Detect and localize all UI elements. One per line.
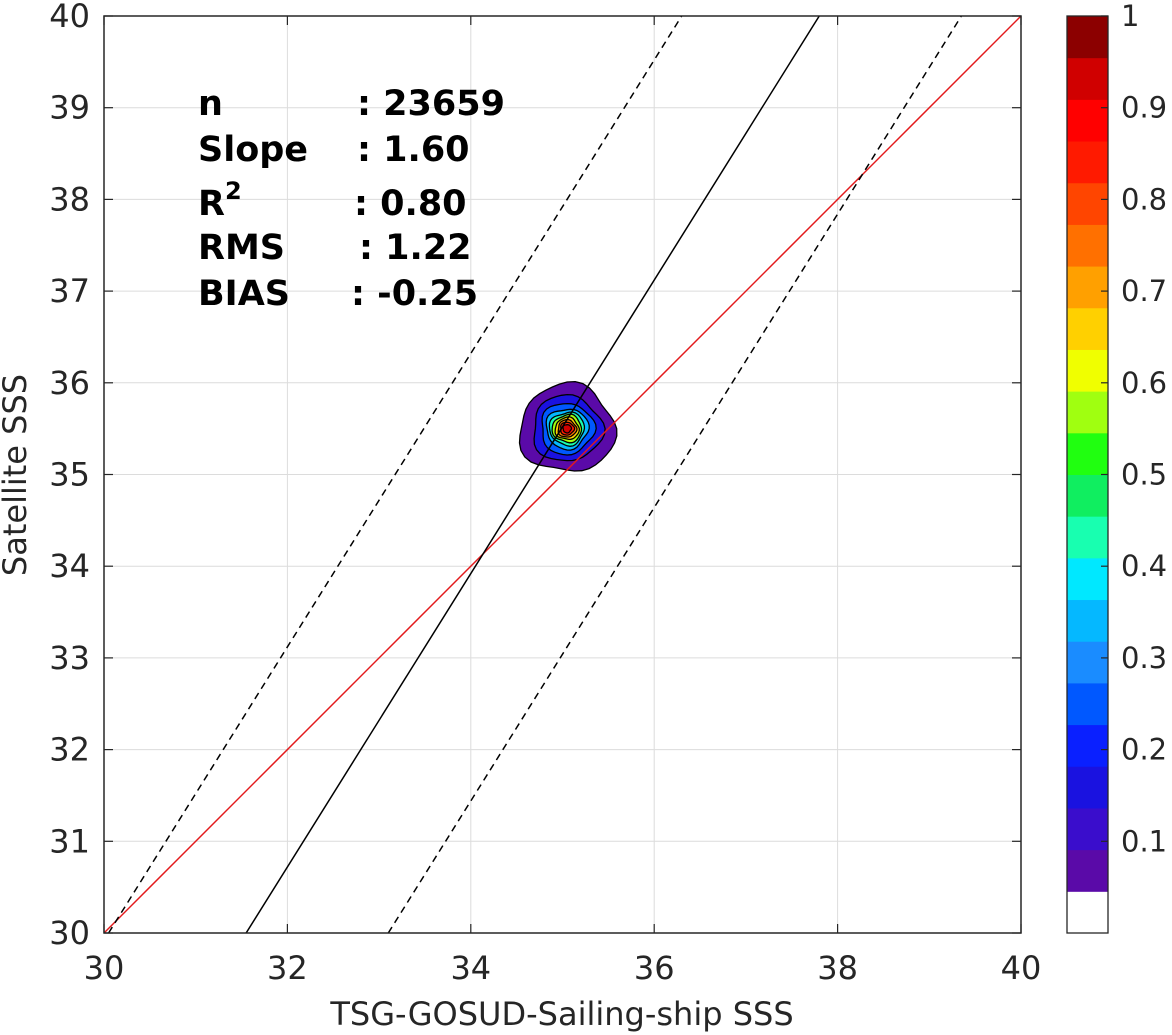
stats-key-n: n xyxy=(198,84,223,124)
lower-bound-line xyxy=(387,16,963,933)
y-tick-label: 35 xyxy=(49,456,90,494)
x-tick-label: 32 xyxy=(267,949,308,987)
colorbar-tick-label: 0.7 xyxy=(1121,274,1167,308)
colorbar-tick-label: 1 xyxy=(1121,0,1139,33)
one-to-one-line xyxy=(104,16,1021,933)
colorbar-tick-label: 0.4 xyxy=(1121,549,1167,583)
colorbar-tick-label: 0.9 xyxy=(1121,91,1167,125)
colorbar-segment xyxy=(1067,516,1108,559)
stats-key-r: R2 xyxy=(198,177,242,224)
y-tick-label: 30 xyxy=(49,914,90,952)
colorbar-segment xyxy=(1067,391,1108,434)
y-tick-label: 38 xyxy=(49,180,90,218)
colorbar-segment xyxy=(1067,641,1108,684)
colorbar-segment xyxy=(1067,266,1108,309)
stats-value-bias: : -0.25 xyxy=(351,274,478,314)
stats-value-r: : 0.80 xyxy=(354,184,467,224)
x-tick-label: 30 xyxy=(84,949,125,987)
stats-key-bias: BIAS xyxy=(198,274,290,314)
reference-lines xyxy=(104,16,1021,933)
colorbar-tick-label: 0.5 xyxy=(1121,458,1167,492)
colorbar-segment xyxy=(1067,807,1108,851)
x-tick-label: 40 xyxy=(1001,949,1042,987)
colorbar-segment xyxy=(1067,766,1108,809)
colorbar-segment xyxy=(1067,724,1108,767)
density-contour-level xyxy=(562,424,573,434)
colorbar-segment xyxy=(1067,474,1108,517)
colorbar-segment xyxy=(1067,16,1108,59)
colorbar-segment xyxy=(1067,224,1108,267)
x-tick-label: 38 xyxy=(817,949,858,987)
axis-ticks: 30 32 34 36 38 40 30 31 32 33 34 35 36 37 38 39 40 xyxy=(49,0,1041,987)
stats-value-rms: : 1.22 xyxy=(359,228,472,268)
y-tick-label: 37 xyxy=(49,272,90,310)
y-tick-label: 34 xyxy=(49,547,90,585)
colorbar-segment xyxy=(1067,891,1108,934)
stats-key-slope: Slope xyxy=(198,130,308,170)
colorbar-segment xyxy=(1067,349,1108,392)
y-tick-label: 36 xyxy=(49,364,90,402)
colorbar-tick-label: 0.8 xyxy=(1121,182,1167,216)
stats-value-slope: : 1.60 xyxy=(357,130,470,170)
y-tick-label: 39 xyxy=(49,89,90,127)
colorbar-tick-label: 0.3 xyxy=(1121,641,1167,675)
density-contours xyxy=(518,380,618,472)
y-axis-label: Satellite SSS xyxy=(0,374,34,576)
colorbar-tick-label: 0.1 xyxy=(1121,824,1167,858)
colorbar-tick-label: 0.6 xyxy=(1121,366,1167,400)
x-tick-label: 36 xyxy=(634,949,675,987)
colorbar-segment xyxy=(1067,557,1108,601)
colorbar-segment xyxy=(1067,432,1108,475)
colorbar-segment xyxy=(1067,99,1108,142)
colorbar-segment xyxy=(1067,182,1108,225)
colorbar-segment xyxy=(1067,307,1108,350)
colorbar-segment xyxy=(1067,57,1108,100)
y-tick-label: 32 xyxy=(49,731,90,769)
upper-bound-line xyxy=(107,16,683,933)
colorbar-segment xyxy=(1067,599,1108,642)
stats-box: n : 23659 Slope : 1.60 R2 : 0.80 RMS : 1.22 BIAS… xyxy=(198,84,505,314)
colorbar-segment xyxy=(1067,849,1108,892)
colorbar-tick-label: 0.2 xyxy=(1121,733,1167,767)
regression-line xyxy=(245,16,820,933)
y-tick-label: 31 xyxy=(49,822,90,860)
x-axis-label: TSG-GOSUD-Sailing-ship SSS xyxy=(329,995,793,1033)
y-tick-label: 33 xyxy=(49,639,90,677)
colorbar-segment xyxy=(1067,682,1108,726)
colorbar-segment xyxy=(1067,141,1108,184)
x-tick-label: 34 xyxy=(450,949,491,987)
superscript: 2 xyxy=(225,177,242,205)
y-tick-label: 40 xyxy=(49,0,90,35)
colorbar: 0.1 0.2 0.3 0.4 0.5 0.6 0.7 0.8 0.9 1 xyxy=(1066,0,1167,934)
stats-value-n: : 23659 xyxy=(357,84,505,124)
stats-key-rms: RMS xyxy=(198,228,285,268)
